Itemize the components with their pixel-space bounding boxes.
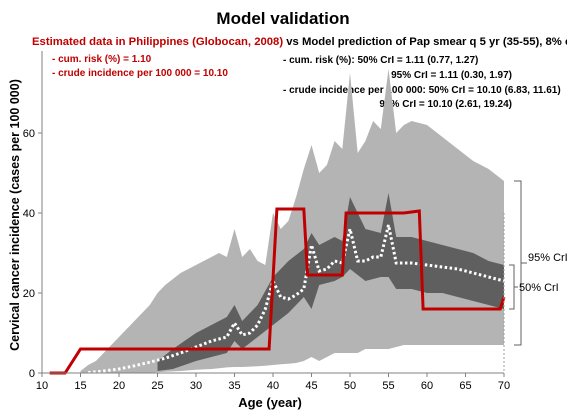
band-50-cri xyxy=(157,193,504,371)
x-tick-label: 65 xyxy=(459,380,471,392)
legend-model-line: 95% CrI = 1.11 (0.30, 1.97) xyxy=(391,70,512,81)
y-axis-label: Cervical cancer incidence (cases per 100… xyxy=(8,79,22,351)
subtitle-model: vs Model prediction of Pap smear q 5 yr … xyxy=(283,36,567,48)
chart-subtitle: Estimated data in Philippines (Globocan,… xyxy=(32,36,567,48)
x-tick-label: 60 xyxy=(421,380,433,392)
legend-estimated: - cum. risk (%) = 1.10 - crude incidence … xyxy=(52,54,228,79)
x-tick-label: 10 xyxy=(36,380,48,392)
y-tick-label: 20 xyxy=(23,288,35,300)
y-tick-label: 0 xyxy=(29,368,35,380)
plot-area xyxy=(49,69,506,375)
x-tick-label: 40 xyxy=(267,380,279,392)
bracket-label-50: 50% CrI xyxy=(519,282,559,294)
legend-model: - cum. risk (%): 50% CrI = 1.11 (0.77, 1… xyxy=(283,55,561,110)
x-tick-label: 20 xyxy=(113,380,125,392)
legend-model-line: - cum. risk (%): 50% CrI = 1.11 (0.77, 1… xyxy=(283,55,478,66)
x-tick-label: 15 xyxy=(74,380,86,392)
x-axis-label: Age (year) xyxy=(238,395,302,410)
cri-brackets: 95% CrI 50% CrI xyxy=(509,180,567,346)
y-tick-label: 40 xyxy=(23,208,35,220)
x-tick-label: 45 xyxy=(305,380,317,392)
x-tick-label: 25 xyxy=(151,380,163,392)
legend-model-line: - crude incidence per 100 000: 50% CrI =… xyxy=(283,85,561,96)
bracket-95-cri xyxy=(514,180,527,346)
y-tick-label: 60 xyxy=(23,128,35,140)
axes: 10 15 20 25 30 35 40 45 50 55 60 65 70 0 20 40 60 xyxy=(23,51,510,392)
legend-model-line: 95% CrI = 10.10 (2.61, 19.24) xyxy=(379,99,512,110)
estimated-data-line xyxy=(49,207,506,375)
chart-title: Model validation xyxy=(216,9,349,28)
bracket-50-cri xyxy=(509,264,518,310)
band-95-cri xyxy=(80,69,504,373)
legend-estimated-line: - crude incidence per 100 000 = 10.10 xyxy=(52,68,228,79)
x-tick-label: 55 xyxy=(382,380,394,392)
x-tick-label: 50 xyxy=(344,380,356,392)
x-tick-label: 35 xyxy=(228,380,240,392)
x-tick-label: 70 xyxy=(498,380,510,392)
bracket-label-95: 95% CrI xyxy=(528,252,567,264)
subtitle-estimated: Estimated data in Philippines (Globocan,… xyxy=(32,36,283,48)
legend-estimated-line: - cum. risk (%) = 1.10 xyxy=(52,54,152,65)
x-tick-label: 30 xyxy=(190,380,202,392)
